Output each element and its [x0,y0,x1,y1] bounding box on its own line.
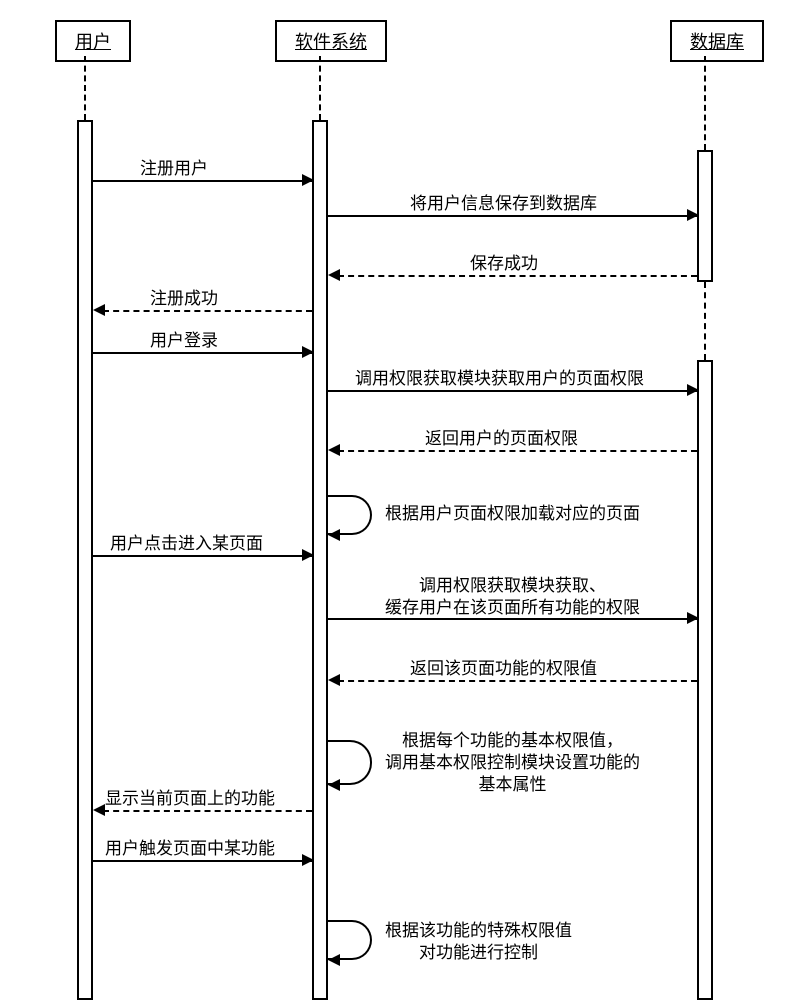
arrow-self1 [328,529,340,541]
activation-system [312,120,328,1000]
msg-line-m6 [328,390,697,392]
msg-line-m2 [328,215,697,217]
msg-label-m2: 将用户信息保存到数据库 [410,193,597,215]
msg-label-m10: 返回该页面功能的权限值 [410,658,597,680]
msg-line-m12 [93,860,312,862]
msg-label-m7: 返回用户的页面权限 [425,428,578,450]
activation-database-2 [697,360,713,1000]
arrow-m10 [328,674,340,686]
arrow-m11 [93,804,105,816]
arrow-self3 [328,954,340,966]
activation-user [77,120,93,1000]
lifeline-database-mid [704,282,706,360]
msg-label-self1: 根据用户页面权限加载对应的页面 [385,503,640,525]
msg-label-m12: 用户触发页面中某功能 [105,838,275,860]
arrow-m1 [302,174,314,186]
participant-user: 用户 [55,20,131,62]
msg-line-m11 [103,810,312,812]
participant-database: 数据库 [670,20,764,62]
msg-label-self3: 根据该功能的特殊权限值对功能进行控制 [385,920,572,964]
msg-label-m4: 注册成功 [150,288,218,310]
arrow-m8 [302,549,314,561]
msg-label-self2: 根据每个功能的基本权限值，调用基本权限控制模块设置功能的基本属性 [385,730,640,796]
lifeline-user-top [84,56,86,120]
arrow-m4 [93,304,105,316]
msg-line-m7 [338,450,697,452]
participant-system: 软件系统 [275,20,387,62]
msg-line-m1 [93,180,312,182]
msg-line-m5 [93,352,312,354]
arrow-m2 [687,209,699,221]
msg-line-m3 [338,275,697,277]
msg-label-m1: 注册用户 [140,158,208,180]
msg-line-m4 [103,310,312,312]
msg-line-m8 [93,555,312,557]
arrow-m9 [687,612,699,624]
arrow-m5 [302,346,314,358]
arrow-m7 [328,444,340,456]
arrow-m12 [302,854,314,866]
lifeline-system-top [319,56,321,120]
msg-label-m6: 调用权限获取模块获取用户的页面权限 [355,368,644,390]
msg-label-m11: 显示当前页面上的功能 [105,788,275,810]
arrow-self2 [328,779,340,791]
msg-label-m5: 用户登录 [150,330,218,352]
activation-database-1 [697,150,713,282]
arrow-m6 [687,384,699,396]
m9-line1: 调用权限获取模块获取、缓存用户在该页面所有功能的权限 [385,576,640,617]
lifeline-database-top [704,56,706,150]
arrow-m3 [328,269,340,281]
msg-line-m9 [328,618,697,620]
msg-label-m8: 用户点击进入某页面 [110,533,263,555]
msg-label-m9: 调用权限获取模块获取、缓存用户在该页面所有功能的权限 [385,575,640,619]
msg-label-m3: 保存成功 [470,253,538,275]
msg-line-m10 [338,680,697,682]
